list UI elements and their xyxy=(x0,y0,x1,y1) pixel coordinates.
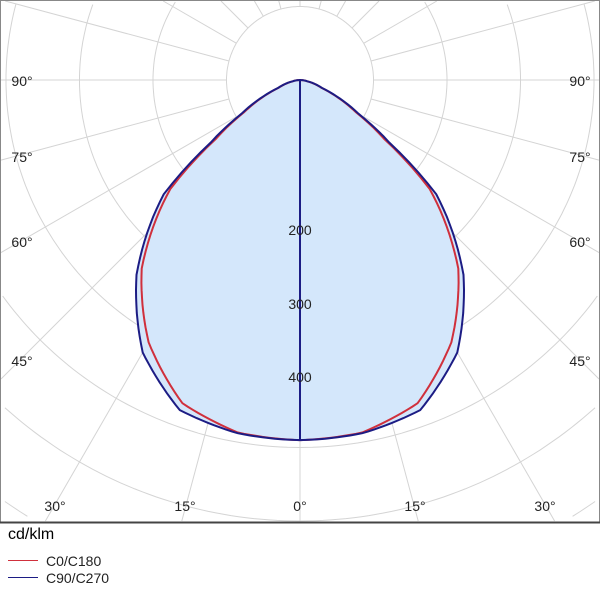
grid-spoke xyxy=(0,116,237,254)
angle-label: 15° xyxy=(174,498,195,514)
grid-spoke xyxy=(318,0,322,10)
polar-chart: 200 300 400 90° 75° 60° 45° 30° 15° 0° 15° 30° 45° 60… xyxy=(0,0,600,524)
angle-label: 0° xyxy=(293,498,306,514)
grid-spoke xyxy=(220,0,249,29)
radial-label: 200 xyxy=(288,222,312,238)
grid-spoke xyxy=(253,0,264,17)
grid-spoke xyxy=(370,98,600,161)
legend-label-c90: C90/C270 xyxy=(46,569,110,586)
grid-spoke xyxy=(278,0,282,10)
grid-spoke xyxy=(336,0,347,17)
grid-spoke xyxy=(351,0,380,29)
angle-label: 60° xyxy=(11,234,32,250)
angle-label: 75° xyxy=(11,149,32,165)
grid-ring xyxy=(4,501,596,517)
angle-label: 45° xyxy=(11,353,32,369)
legend-swatch-c0 xyxy=(8,560,38,561)
legend-label-c0: C0/C180 xyxy=(46,552,102,569)
grid-spoke xyxy=(0,98,230,161)
grid-spoke xyxy=(5,0,230,62)
radial-label: 300 xyxy=(288,296,312,312)
grid-spoke xyxy=(162,0,237,44)
unit-label: cd/klm xyxy=(8,526,55,543)
radial-label: 400 xyxy=(288,369,312,385)
angle-label: 15° xyxy=(404,498,425,514)
grid-ring xyxy=(4,407,596,522)
angle-label: 30° xyxy=(44,498,65,514)
grid-spoke xyxy=(363,116,600,254)
legend-swatch-c90 xyxy=(8,577,38,578)
angle-label: 90° xyxy=(11,73,32,89)
curve-c90-c270 xyxy=(134,79,466,442)
legend: cd/klm C0/C180 C90/C270 xyxy=(8,526,109,586)
legend-item-c0: C0/C180 xyxy=(8,552,109,569)
angle-label: 60° xyxy=(569,234,590,250)
grid-spoke xyxy=(370,0,595,62)
angle-label: 90° xyxy=(569,73,590,89)
legend-item-c90: C90/C270 xyxy=(8,569,109,586)
angle-label: 75° xyxy=(569,149,590,165)
angle-label: 30° xyxy=(534,498,555,514)
grid-ring xyxy=(2,295,598,448)
angle-label: 45° xyxy=(569,353,590,369)
grid-spoke xyxy=(363,0,438,44)
